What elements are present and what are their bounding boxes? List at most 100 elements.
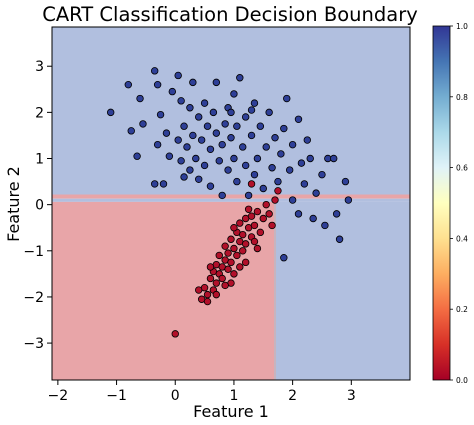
point-class1 (239, 143, 247, 151)
colorbar-tick-label: 0.6 (456, 164, 468, 173)
point-class0 (227, 235, 235, 243)
point-class0 (203, 297, 212, 306)
point-class1 (177, 157, 185, 165)
point-class1 (212, 129, 221, 137)
y-tick-label: −1 (23, 244, 44, 260)
point-class1 (156, 110, 165, 119)
colorbar-tick-label: 0.2 (456, 305, 468, 314)
decision-region-2 (52, 198, 276, 202)
point-class1 (174, 136, 182, 144)
point-class1 (215, 157, 223, 165)
point-class1 (209, 108, 218, 117)
point-class1 (153, 140, 162, 149)
point-class1 (247, 131, 256, 140)
point-class0 (171, 330, 179, 338)
point-class1 (162, 129, 171, 137)
point-class1 (200, 99, 209, 107)
y-tick-label: 2 (35, 105, 44, 121)
point-class1 (250, 99, 259, 107)
point-class1 (247, 106, 256, 114)
point-class1 (241, 113, 250, 121)
point-class1 (165, 152, 174, 160)
colorbar-tick-label: 0.0 (456, 376, 468, 385)
chart-title: CART Classification Decision Boundary (42, 3, 418, 26)
data-points (106, 67, 353, 338)
point-class0 (239, 247, 247, 255)
point-class1 (233, 177, 241, 186)
point-class1 (195, 113, 203, 121)
point-class1 (151, 67, 159, 75)
point-class1 (294, 210, 303, 218)
point-class1 (280, 124, 288, 133)
point-class1 (195, 175, 203, 183)
point-class0 (221, 281, 229, 290)
point-class1 (227, 134, 235, 142)
point-class1 (300, 180, 309, 188)
point-class1 (321, 221, 329, 230)
point-class1 (186, 166, 194, 174)
point-class1 (177, 97, 185, 105)
point-class1 (294, 115, 303, 123)
point-class1 (133, 152, 141, 160)
point-class1 (159, 180, 168, 188)
point-class0 (247, 212, 256, 220)
point-class1 (285, 166, 294, 174)
point-class1 (318, 170, 326, 179)
point-class0 (236, 263, 244, 271)
point-class0 (250, 221, 259, 230)
point-class0 (200, 284, 209, 292)
point-class1 (174, 71, 182, 80)
point-class1 (309, 214, 317, 223)
point-class0 (262, 200, 270, 209)
point-class1 (127, 127, 135, 135)
point-class0 (227, 258, 235, 267)
point-class1 (206, 182, 215, 190)
point-class0 (224, 265, 232, 273)
point-class0 (230, 270, 238, 278)
point-class0 (236, 219, 244, 227)
point-class1 (303, 136, 311, 144)
decision-regions (52, 27, 410, 380)
decision-region-4 (52, 201, 276, 380)
x-tick-label: −1 (106, 388, 127, 404)
point-class0 (212, 290, 221, 299)
point-class1 (192, 154, 200, 163)
x-tick-label: 2 (288, 388, 297, 404)
colorbar-tick-label: 1.0 (456, 22, 468, 31)
point-class1 (274, 177, 282, 186)
point-class0 (274, 187, 282, 195)
point-class1 (206, 145, 215, 153)
colorbar-tick-label: 0.8 (456, 93, 468, 102)
point-class1 (218, 191, 226, 200)
point-class1 (335, 235, 344, 243)
point-class0 (268, 221, 276, 230)
point-class1 (136, 94, 144, 103)
point-class0 (256, 228, 265, 237)
x-tick-label: 0 (171, 388, 180, 404)
x-axis-label: Feature 1 (193, 402, 269, 421)
point-class0 (221, 242, 229, 250)
point-class1 (241, 161, 250, 170)
point-class1 (332, 210, 341, 218)
point-class1 (139, 120, 147, 128)
point-class1 (312, 189, 320, 197)
point-class0 (253, 244, 262, 253)
point-class1 (288, 196, 297, 204)
point-class0 (241, 240, 250, 248)
point-class0 (250, 237, 259, 246)
point-class1 (236, 74, 244, 82)
point-class1 (233, 122, 241, 130)
point-class0 (241, 258, 250, 267)
colorbar-tick-label: 0.4 (456, 234, 468, 243)
point-class1 (283, 94, 291, 103)
point-class1 (153, 80, 162, 89)
point-class1 (230, 90, 238, 98)
point-class0 (259, 214, 267, 223)
point-class0 (212, 279, 221, 287)
point-class1 (227, 108, 235, 117)
plot-frame (51, 26, 411, 381)
point-class0 (215, 251, 223, 260)
point-class1 (288, 140, 297, 149)
point-class1 (200, 161, 209, 170)
point-class1 (330, 154, 338, 163)
